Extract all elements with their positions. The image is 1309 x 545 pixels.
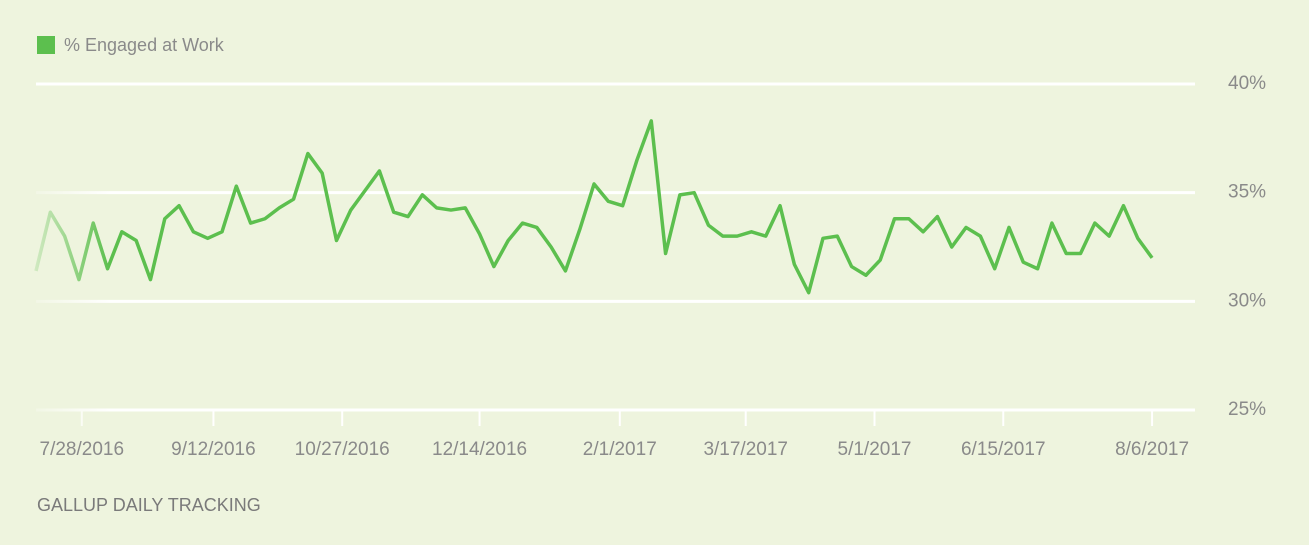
x-tick-label: 5/1/2017 [838, 439, 912, 460]
x-tick-label: 3/17/2017 [703, 439, 788, 460]
plot [34, 119, 1154, 295]
legend-swatch [37, 36, 55, 54]
x-tick-label: 2/1/2017 [583, 439, 657, 460]
source-note: GALLUP DAILY TRACKING [37, 495, 261, 515]
data-line [34, 119, 1154, 295]
grid [36, 82, 1195, 426]
x-tick-label: 8/6/2017 [1115, 439, 1189, 460]
x-tick-label: 10/27/2016 [295, 439, 390, 460]
fade-overlay [30, 150, 110, 470]
x-tick-label: 9/12/2016 [171, 439, 256, 460]
y-tick-label: 30% [1228, 290, 1266, 311]
y-tick-label: 35% [1228, 182, 1266, 203]
y-tick-label: 25% [1228, 399, 1266, 420]
legend-label: % Engaged at Work [64, 35, 225, 55]
x-tick-label: 12/14/2016 [432, 439, 527, 460]
y-tick-label: 40% [1228, 73, 1266, 94]
x-tick-label: 7/28/2016 [40, 439, 125, 460]
x-tick-label: 6/15/2017 [961, 439, 1046, 460]
